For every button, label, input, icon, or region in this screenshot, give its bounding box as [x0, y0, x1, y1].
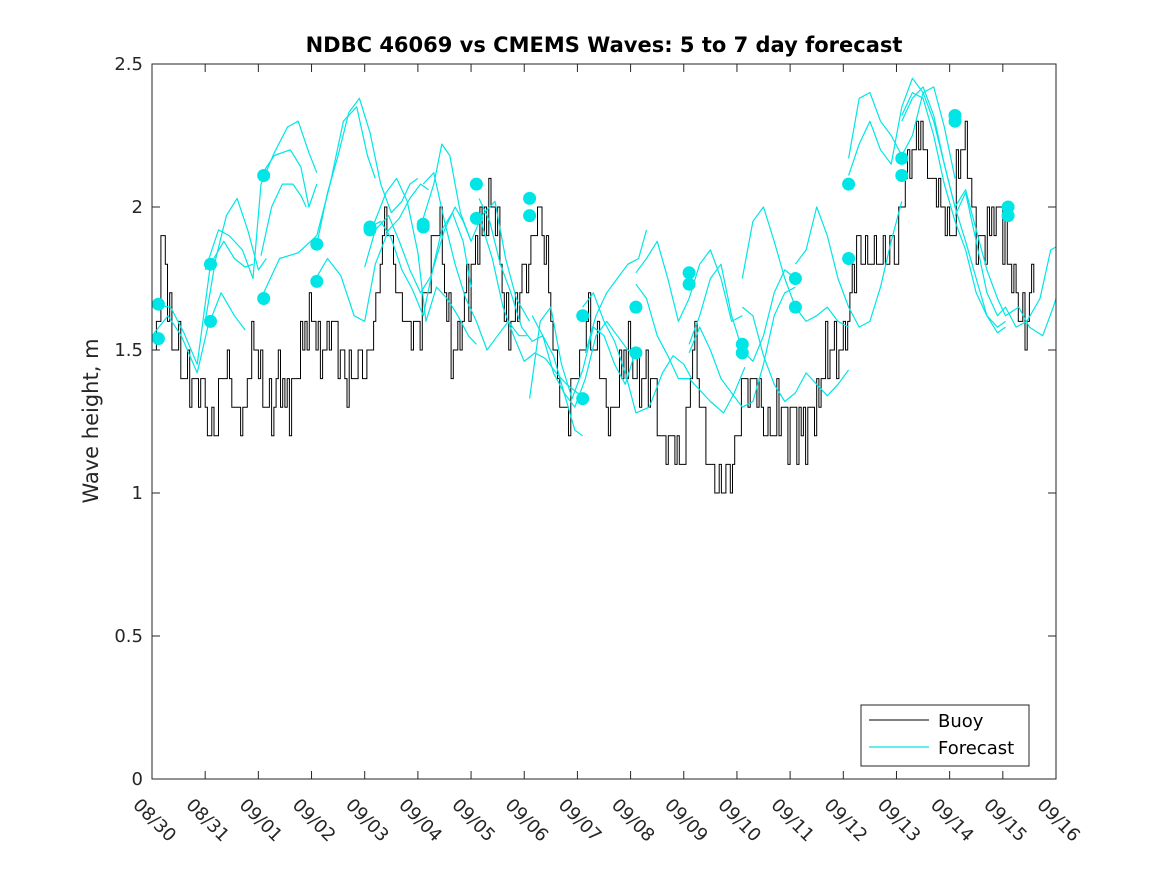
forecast-marker-29	[895, 169, 909, 182]
forecast-marker-4	[204, 257, 217, 271]
forecast-series-line-16	[478, 215, 589, 397]
forecast-marker-14	[469, 177, 483, 191]
forecast-series-line-18	[531, 315, 637, 408]
forecast-marker-28	[842, 177, 856, 191]
forecast-series-line-13	[422, 143, 531, 322]
forecast-series-line-8	[313, 183, 429, 322]
y-axis-label: Wave height, m	[79, 338, 103, 503]
forecast-series-line-3	[204, 197, 267, 322]
legend: Buoy Forecast	[860, 704, 1030, 767]
forecast-marker-12	[416, 217, 430, 231]
y-tick-label: 2.5	[114, 54, 143, 75]
forecast-marker-1	[151, 332, 165, 346]
forecast-marker-7	[310, 274, 324, 288]
forecast-marker-32	[948, 109, 962, 122]
y-tick-label: 0.5	[114, 626, 143, 647]
forecast-series-line-12	[372, 177, 477, 345]
y-tick-label: 1	[132, 483, 143, 504]
forecast-series-line-23	[688, 286, 796, 408]
forecast-marker-2	[151, 297, 165, 311]
y-tick-label: 1.5	[114, 340, 143, 361]
forecast-series-line-6	[260, 149, 318, 208]
forecast-series-line-10	[364, 206, 472, 294]
forecast-series-line-31	[901, 91, 1006, 334]
forecast-marker-17	[576, 392, 590, 406]
forecast-series-line-19	[584, 229, 648, 354]
forecast-series-line-11	[369, 212, 472, 317]
buoy-series-line	[152, 120, 1035, 494]
forecast-marker-18	[576, 309, 590, 323]
forecast-marker-10	[363, 220, 377, 234]
legend-label-buoy: Buoy	[938, 711, 984, 732]
axes-box	[151, 63, 1057, 780]
forecast-series-line-22	[635, 240, 743, 322]
chart-title: NDBC 46069 vs CMEMS Waves: 5 to 7 day fo…	[306, 33, 903, 57]
forecast-series-line-33	[954, 189, 1057, 337]
forecast-marker-15	[523, 209, 537, 223]
y-tick-label: 0	[132, 769, 143, 790]
forecast-marker-30	[895, 151, 909, 165]
forecast-marker-25	[788, 300, 802, 314]
forecast-marker-13	[469, 211, 483, 225]
forecast-marker-21	[682, 277, 696, 291]
forecast-series-line-4	[204, 120, 318, 280]
plot-area	[151, 77, 1057, 494]
forecast-series-line-26	[741, 306, 850, 403]
forecast-series-line-17	[529, 306, 637, 400]
forecast-marker-20	[629, 300, 643, 314]
legend-box	[860, 704, 1030, 767]
forecast-series-line-1	[151, 292, 246, 374]
forecast-marker-19	[629, 346, 643, 360]
forecast-series-line-21	[635, 283, 746, 414]
forecast-marker-5	[257, 292, 271, 305]
forecast-series-line-32	[954, 192, 1057, 328]
forecast-marker-16	[523, 191, 537, 205]
forecast-series-line-29	[848, 77, 956, 208]
legend-label-forecast: Forecast	[938, 738, 1014, 759]
forecast-marker-24	[735, 337, 749, 351]
forecast-series-line-27	[794, 201, 903, 328]
forecast-marker-34	[1001, 200, 1015, 214]
forecast-series-line-5	[260, 183, 307, 256]
forecast-marker-8	[310, 237, 324, 251]
forecast-marker-22	[682, 266, 696, 280]
y-tick-label: 2	[132, 197, 143, 218]
forecast-marker-27	[842, 252, 856, 265]
forecast-series-line-20	[582, 292, 693, 414]
forecast-marker-6	[257, 169, 271, 182]
forecast-marker-3	[204, 314, 217, 328]
forecast-series-line-14	[422, 172, 527, 351]
forecast-marker-26	[788, 272, 802, 285]
forecast-series-line-15	[478, 198, 584, 437]
